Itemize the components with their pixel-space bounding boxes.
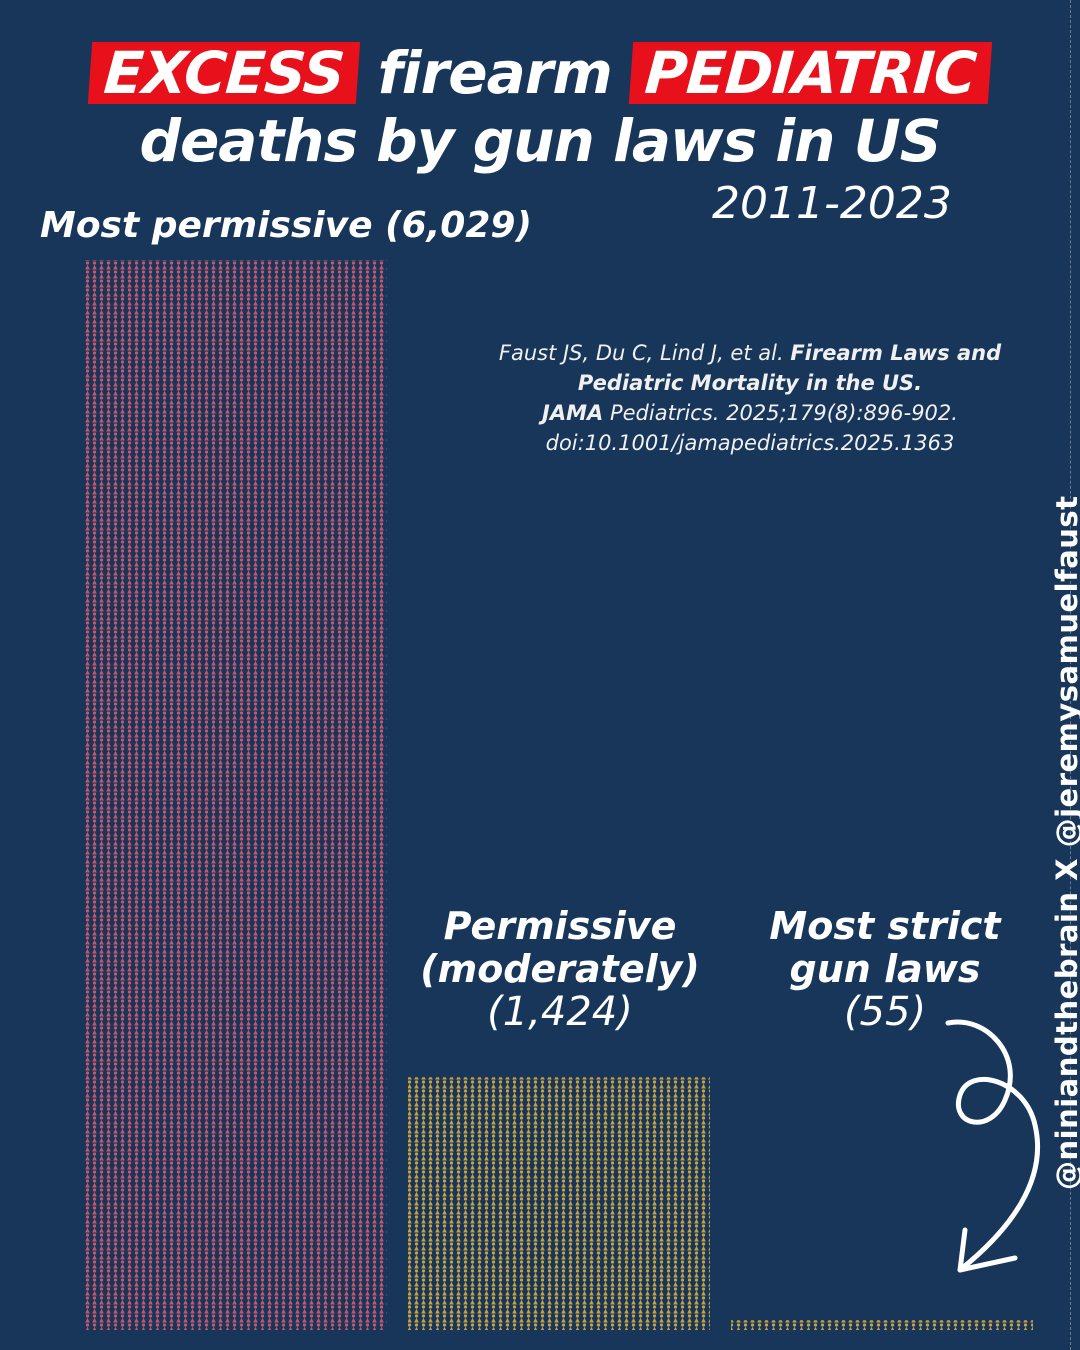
title-line-1: EXCESS firearm PEDIATRIC bbox=[0, 39, 1080, 107]
label-permissive-line2: (moderately) bbox=[420, 947, 700, 991]
curly-arrow-icon bbox=[945, 1019, 1041, 1273]
citation-journal-rest: Pediatrics. 2025;179(8):896-902. bbox=[609, 401, 958, 425]
year-range: 2011-2023 bbox=[712, 178, 952, 229]
label-most-permissive: Most permissive (6,029) bbox=[40, 205, 532, 246]
label-permissive: Permissive (moderately) (1,424) bbox=[410, 905, 710, 1034]
bar-most-permissive bbox=[85, 260, 387, 1330]
label-strict-count: (55) bbox=[843, 989, 927, 1035]
label-strict-line2: gun laws bbox=[789, 947, 981, 991]
title-firearm: firearm bbox=[377, 39, 613, 107]
citation-title: Firearm Laws and Pediatric Mortality in … bbox=[577, 341, 1002, 395]
label-permissive-count: (1,424) bbox=[487, 989, 633, 1035]
bar-permissive-moderately bbox=[408, 1077, 710, 1330]
label-permissive-line1: Permissive bbox=[443, 904, 677, 948]
citation-doi: doi:10.1001/jamapediatrics.2025.1363 bbox=[545, 431, 955, 455]
label-strict: Most strict gun laws (55) bbox=[735, 905, 1035, 1034]
divider-line bbox=[1070, 0, 1071, 1350]
citation-authors: Faust JS, Du C, Lind J, et al. bbox=[498, 341, 784, 365]
citation-journal: JAMA bbox=[542, 401, 604, 425]
label-strict-line1: Most strict bbox=[769, 904, 1001, 948]
citation: Faust JS, Du C, Lind J, et al. Firearm L… bbox=[470, 338, 1030, 458]
bar-most-strict-gun-laws bbox=[731, 1320, 1033, 1330]
title-line-2: deaths by gun laws in US bbox=[139, 107, 941, 175]
